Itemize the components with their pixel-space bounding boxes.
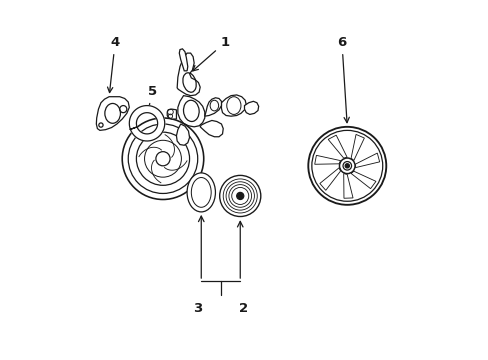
Circle shape <box>345 164 349 168</box>
Polygon shape <box>200 121 223 137</box>
Polygon shape <box>129 105 164 141</box>
Circle shape <box>236 192 244 199</box>
Text: 2: 2 <box>239 302 248 315</box>
Polygon shape <box>176 124 189 145</box>
Polygon shape <box>204 98 221 116</box>
Text: 5: 5 <box>146 85 157 112</box>
Polygon shape <box>244 101 258 114</box>
Text: 4: 4 <box>107 36 120 93</box>
Text: 6: 6 <box>337 36 348 123</box>
Polygon shape <box>221 95 246 116</box>
Text: 3: 3 <box>193 302 202 315</box>
Circle shape <box>343 162 351 170</box>
Polygon shape <box>177 53 200 96</box>
Text: 1: 1 <box>192 36 229 71</box>
Polygon shape <box>167 109 176 119</box>
Polygon shape <box>96 97 129 130</box>
Polygon shape <box>179 49 187 71</box>
Polygon shape <box>130 106 163 140</box>
Polygon shape <box>178 96 204 127</box>
Ellipse shape <box>187 173 215 212</box>
